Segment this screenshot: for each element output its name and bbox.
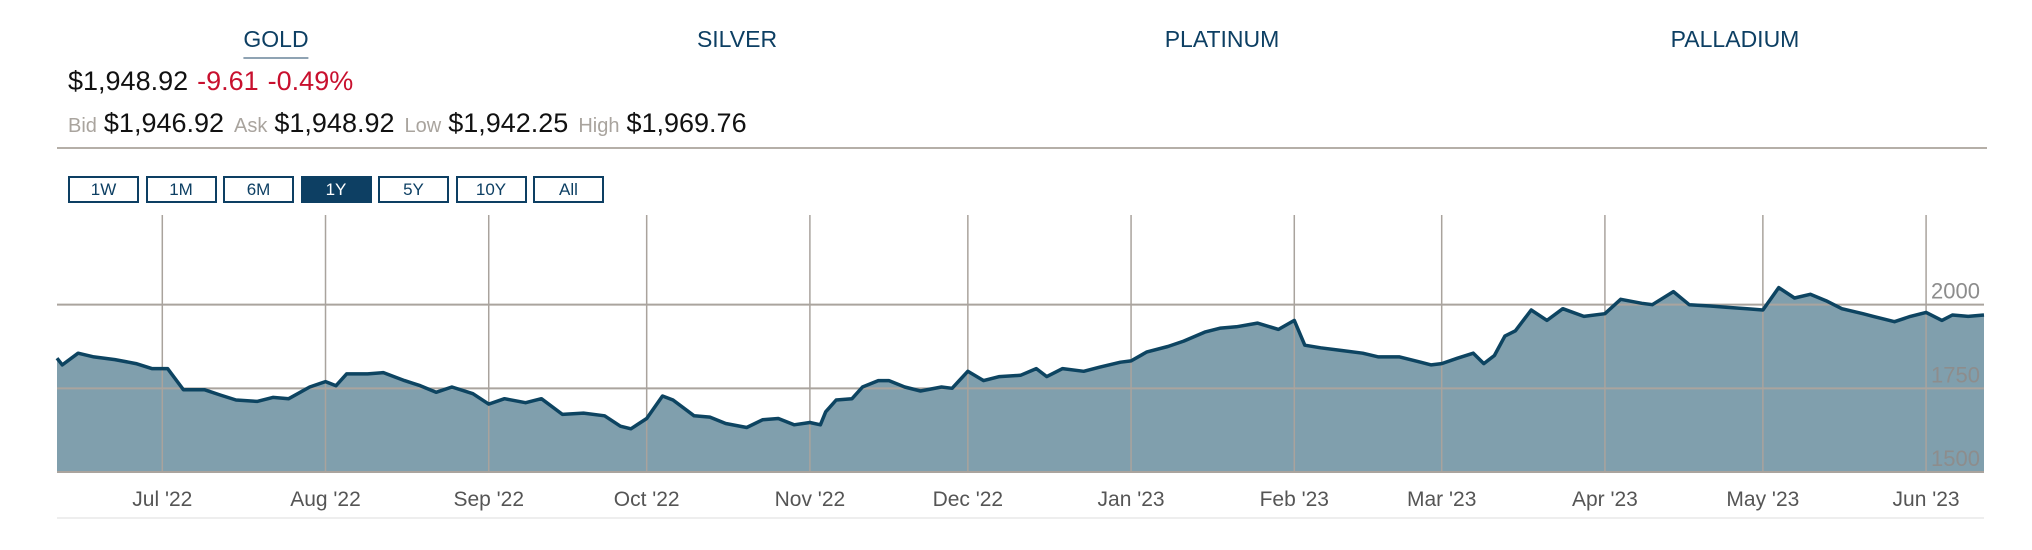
range-button[interactable]: 1Y — [300, 176, 372, 203]
x-tick-label: Jan '23 — [1098, 488, 1165, 511]
range-button[interactable]: 1W — [68, 176, 139, 203]
x-tick-label: Jul '22 — [132, 488, 192, 511]
metal-tabs: GOLD SILVER PLATINUM PALLADIUM — [0, 26, 2032, 60]
x-tick-label: Jun '23 — [1893, 488, 1960, 511]
change-percent: -0.49% — [267, 66, 354, 96]
metal-tab[interactable]: PLATINUM — [1164, 26, 1280, 52]
bid: $1,946.92 — [103, 108, 225, 138]
change: -9.61 — [197, 66, 259, 96]
x-tick-label: Sep '22 — [453, 488, 524, 511]
range-button[interactable]: All — [533, 176, 604, 203]
price: $1,948.92 — [68, 66, 189, 96]
x-tick-label: Aug '22 — [290, 488, 361, 511]
range-button[interactable]: 10Y — [455, 176, 527, 203]
separator — [57, 147, 1987, 149]
metal-tab[interactable]: GOLD — [243, 26, 309, 59]
price-row: $1,948.92 -9.61 -0.49% — [68, 66, 353, 97]
x-tick-label: Nov '22 — [775, 488, 846, 511]
quote-row: Bid $1,946.92 Ask $1,948.92 Low $1,942.2… — [68, 108, 757, 139]
low-label: Low — [404, 115, 442, 137]
x-tick-label: Feb '23 — [1260, 488, 1329, 511]
x-tick-label: Oct '22 — [614, 488, 680, 511]
metal-tab[interactable]: SILVER — [696, 26, 778, 52]
range-buttons: 1W 1M 6M 1Y 5Y 10Y All — [68, 176, 611, 203]
y-tick-label: 2000 — [1931, 279, 1980, 304]
y-tick-label: 1500 — [1931, 446, 1980, 471]
metal-tab[interactable]: PALLADIUM — [1670, 26, 1800, 52]
range-button[interactable]: 1M — [145, 176, 217, 203]
ask: $1,948.92 — [274, 108, 395, 138]
x-tick-label: Mar '23 — [1407, 488, 1476, 511]
ask-label: Ask — [234, 115, 268, 137]
range-button[interactable]: 6M — [223, 176, 294, 203]
bid-label: Bid — [68, 115, 97, 137]
line — [55, 285, 1985, 431]
range-button[interactable]: 5Y — [378, 176, 449, 203]
y-tick-label: 1750 — [1931, 362, 1980, 387]
high: $1,969.76 — [626, 108, 747, 138]
x-tick-label: Dec '22 — [933, 488, 1004, 511]
high-label: High — [578, 115, 620, 137]
area — [57, 287, 1984, 472]
chart: Jul '22 Aug '22 Sep '22 Oct '22 Nov '22 Dec '… — [55, 215, 1985, 519]
x-tick-label: May '23 — [1726, 488, 1799, 511]
x-tick-label: Apr '23 — [1572, 488, 1638, 511]
low: $1,942.25 — [448, 108, 569, 138]
